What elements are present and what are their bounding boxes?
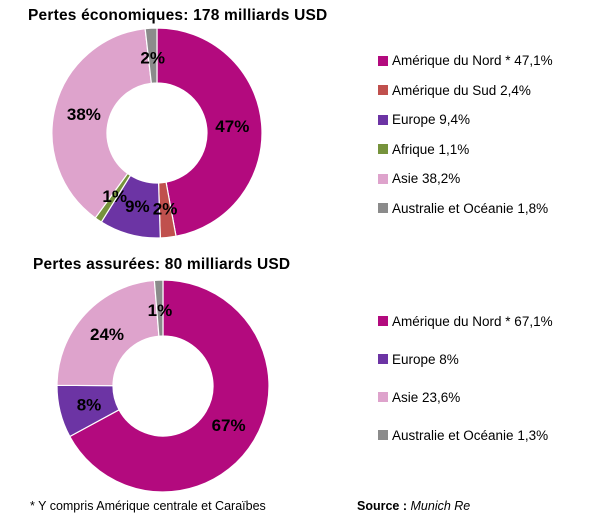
legend-item: Afrique 1,1% xyxy=(378,135,553,165)
source-value: Munich Re xyxy=(410,499,471,513)
legend-item: Australie et Océanie 1,8% xyxy=(378,194,553,224)
legend-item: Australie et Océanie 1,3% xyxy=(378,416,553,454)
slice-percentage-label: 67% xyxy=(212,416,246,435)
chart1-title: Pertes économiques: 178 milliards USD xyxy=(28,7,328,24)
legend-label: Australie et Océanie 1,8% xyxy=(392,200,549,216)
source-attribution: Source : Munich Re xyxy=(357,499,470,513)
legend-swatch xyxy=(378,316,388,326)
source-label: Source : xyxy=(357,499,408,513)
legend-label: Amérique du Nord * 67,1% xyxy=(392,313,553,329)
donut-slice-3 xyxy=(153,279,164,337)
slice-percentage-label: 24% xyxy=(90,325,124,344)
chart2-title: Pertes assurées: 80 milliards USD xyxy=(33,256,291,273)
legend-label: Europe 8% xyxy=(392,351,459,367)
legend-swatch xyxy=(378,203,388,214)
legend-item: Europe 8% xyxy=(378,340,553,378)
donut-slice-5 xyxy=(144,27,158,84)
slice-percentage-label: 1% xyxy=(148,301,173,320)
chart1-legend: Amérique du Nord * 47,1% Amérique du Sud… xyxy=(378,46,553,223)
legend-item: Asie 38,2% xyxy=(378,164,553,194)
footnote: * Y compris Amérique centrale et Caraïbe… xyxy=(30,499,266,513)
legend-item: Amérique du Nord * 47,1% xyxy=(378,46,553,76)
legend-swatch xyxy=(378,85,388,96)
legend-swatch xyxy=(378,392,388,402)
legend-swatch xyxy=(378,144,388,155)
slice-percentage-label: 38% xyxy=(67,105,101,124)
chart2-legend: Amérique du Nord * 67,1% Europe 8% Asie … xyxy=(378,302,553,454)
legend-swatch xyxy=(378,55,388,66)
legend-label: Asie 38,2% xyxy=(392,171,461,187)
slice-percentage-label: 8% xyxy=(77,396,102,415)
donut-chart-insured-losses: 67% 8% 24% 1% xyxy=(56,279,270,493)
donut-slice-4 xyxy=(51,28,153,219)
slice-percentage-label: 2% xyxy=(153,199,178,218)
legend-label: Europe 9,4% xyxy=(392,112,471,128)
legend-label: Asie 23,6% xyxy=(392,389,461,405)
legend-swatch xyxy=(378,173,388,184)
legend-label: Amérique du Sud 2,4% xyxy=(392,82,531,98)
slice-percentage-label: 47% xyxy=(215,117,249,136)
slice-percentage-label: 1% xyxy=(102,187,127,206)
donut-slice-0 xyxy=(68,279,270,493)
legend-item: Asie 23,6% xyxy=(378,378,553,416)
donut-slice-0 xyxy=(156,27,263,237)
legend-label: Australie et Océanie 1,3% xyxy=(392,427,549,443)
slice-percentage-label: 2% xyxy=(140,49,165,68)
legend-label: Afrique 1,1% xyxy=(392,141,470,157)
donut-slice-2 xyxy=(56,279,160,387)
legend-item: Amérique du Nord * 67,1% xyxy=(378,302,553,340)
donut-chart-economic-losses: 47%2%9%1%38%2% xyxy=(51,27,263,239)
legend-label: Amérique du Nord * 47,1% xyxy=(392,53,553,69)
legend-swatch xyxy=(378,430,388,440)
slice-percentage-label: 9% xyxy=(125,197,150,216)
legend-swatch xyxy=(378,114,388,125)
legend-item: Amérique du Sud 2,4% xyxy=(378,76,553,106)
legend-item: Europe 9,4% xyxy=(378,105,553,135)
legend-swatch xyxy=(378,354,388,364)
